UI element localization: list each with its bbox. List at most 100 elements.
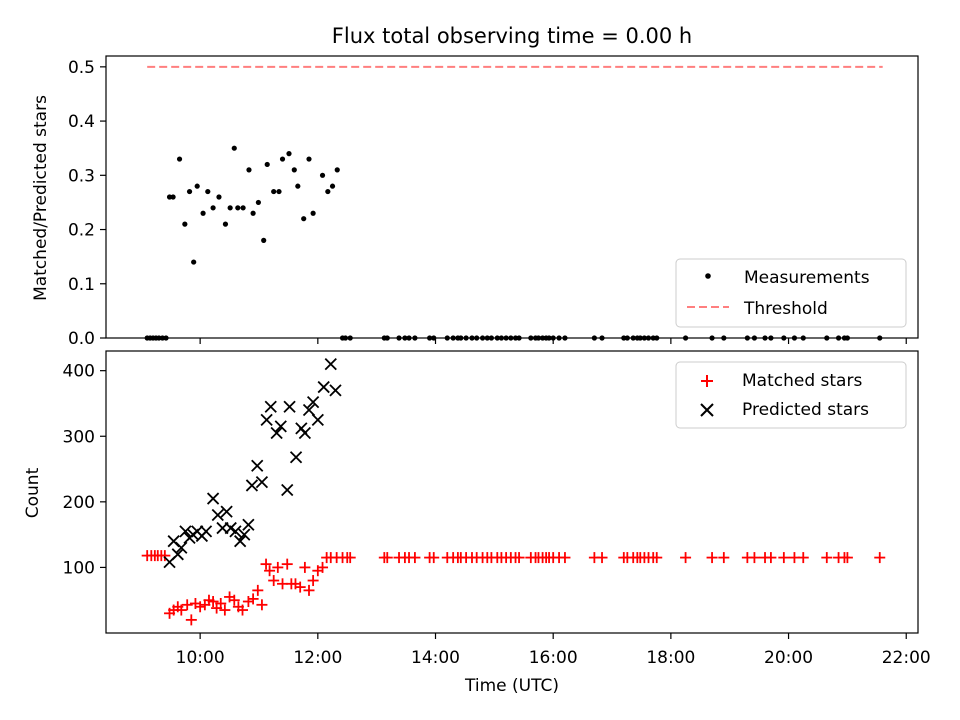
x-tick-label: 16:00 [529,648,578,668]
measurement-point [210,205,216,211]
y-tick-label: 0.3 [68,166,95,186]
measurement-point [235,205,241,211]
measurement-point [246,167,252,173]
measurement-point [319,172,326,178]
matched-star-point [748,552,760,564]
measurement-point [176,156,183,162]
predicted-star-point [274,420,287,433]
matched-star-point [228,594,240,606]
matched-star-point [242,596,254,608]
bottom-y-axis-label: Count [23,467,43,518]
measurement-point [295,183,301,189]
predicted-star-point [206,492,220,505]
predicted-star-point [234,535,247,548]
matched-star-point [194,601,206,613]
predicted-star-point [179,525,192,538]
measurement-point [329,183,336,189]
measurement-point [264,161,270,168]
predicted-star-point [324,357,337,371]
legend-threshold-label: Threshold [743,299,828,319]
y-tick-label: 0.1 [68,275,95,295]
x-tick-label: 20:00 [764,648,813,668]
x-tick-label: 14:00 [411,648,460,668]
matched-star-point [317,561,329,573]
matched-star-point [303,584,315,596]
matched-star-point [821,552,833,564]
matched-star-point [680,552,692,564]
matched-star-point [651,552,663,564]
measurement-point [194,183,200,189]
matched-star-point [272,561,284,573]
measurement-point [306,156,312,162]
measurement-point [276,188,282,195]
matched-star-point [294,581,306,593]
measurement-point [301,216,307,222]
measurement-point [191,259,197,265]
matched-star-point [268,575,280,587]
measurement-point [222,221,229,227]
matched-star-point [260,558,272,570]
matched-star-point [181,599,193,611]
matched-star-point [409,552,421,564]
matched-star-point [219,604,231,616]
bottom-legend-box [675,361,907,429]
top-y-ticks: 0.0 0.1 0.2 0.3 0.4 0.5 [68,58,106,349]
matched-star-point [797,552,809,564]
measurement-point [261,237,267,243]
legend-predicted-label: Predicted stars [742,400,869,420]
bottom-x-ticks: 10:00 12:00 14:00 16:00 18:00 20:00 22:00 [176,633,931,668]
top-legend-box [675,258,907,328]
legend-matched-label: Matched stars [742,371,862,391]
matched-star-point [215,597,227,609]
matched-star-point [247,593,259,605]
predicted-star-point [281,483,294,497]
bottom-legend: Matched stars Predicted stars [675,361,907,429]
legend-measurement-marker [705,273,711,279]
predicted-star-point [238,528,251,541]
matched-star-point [344,552,356,564]
predicted-star-point [329,384,342,397]
predicted-star-point [255,476,269,489]
predicted-star-point [317,380,330,394]
measurement-point [291,167,297,173]
measurement-point [205,188,211,195]
x-tick-label: 18:00 [646,648,695,668]
predicted-star-point [283,400,296,413]
top-panel: 0.0 0.1 0.2 0.3 0.4 0.5 Matched/Predicted sta… [31,55,919,349]
predicted-star-point [302,403,316,417]
matched-star-point [175,604,187,616]
y-tick-label: 0.5 [68,58,95,78]
matched-star-point [207,596,219,608]
measurement-point [286,151,292,157]
x-tick-label: 10:00 [176,648,225,668]
measurement-point [182,221,188,227]
measurement-point [216,194,222,200]
matched-star-point [159,550,171,562]
predicted-star-point [175,541,188,554]
predicted-star-point [306,396,320,409]
y-tick-label: 0.2 [68,221,95,241]
predicted-star-point [171,548,184,561]
measurement-point [240,205,246,211]
matched-star-point [513,552,525,564]
matched-star-point [264,565,276,577]
measurement-point [271,188,277,195]
matched-star-point [874,552,886,564]
measurement-point [310,210,316,216]
measurement-point [170,194,176,200]
matched-star-point [428,552,440,564]
top-x-ticks [199,338,907,344]
measurement-point [334,167,340,173]
measurement-point [325,188,331,195]
measurement-point [255,199,261,206]
x-tick-label: 22:00 [882,648,931,668]
matched-star-point [596,552,608,564]
matched-star-point [381,552,393,564]
predicted-star-point [260,413,273,426]
y-tick-label: 0.4 [68,112,95,132]
legend-matched-marker [701,375,713,387]
measurement-point [231,145,237,151]
matched-star-point [718,552,730,564]
measurement-point [279,156,286,162]
